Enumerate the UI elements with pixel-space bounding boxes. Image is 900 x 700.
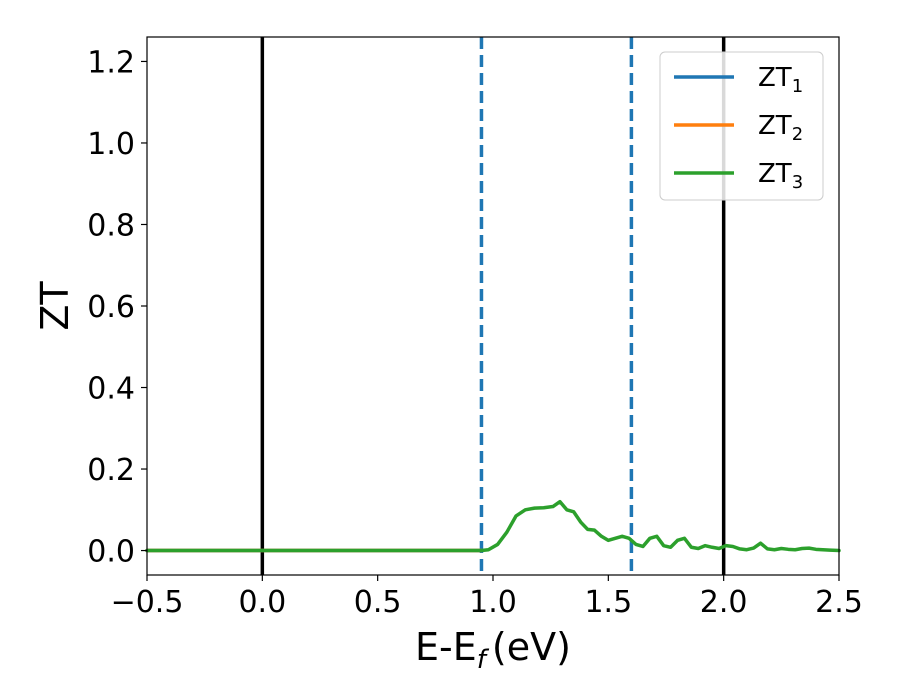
y-tick-label: 0.2 — [87, 453, 135, 488]
x-tick-label: 1.5 — [584, 585, 632, 620]
y-tick-label: 0.4 — [87, 372, 135, 407]
y-tick-label: 0.0 — [87, 535, 135, 570]
series-line-zt3 — [145, 499, 841, 553]
x-tick-label: 2.5 — [815, 585, 863, 620]
x-axis-title: E-Ef (eV) — [415, 625, 571, 675]
legend-label-zt2: ZT2 — [758, 111, 803, 145]
x-tick-label: 1.0 — [469, 585, 517, 620]
x-tick-label: 0.5 — [354, 585, 402, 620]
legend-label-zt1: ZT1 — [758, 63, 803, 97]
x-tick-label: 0.0 — [238, 585, 286, 620]
x-tick-label: 2.0 — [700, 585, 748, 620]
y-tick-label: 1.2 — [87, 45, 135, 80]
y-tick-label: 0.6 — [87, 290, 135, 325]
legend-box — [659, 51, 824, 201]
legend: ZT1 ZT2 ZT3 — [659, 51, 824, 201]
y-tick-label: 0.8 — [87, 208, 135, 243]
y-axis-title: ZT — [33, 281, 77, 331]
x-axis-title-unit: (eV) — [492, 625, 571, 669]
x-tick-label: −0.5 — [111, 585, 184, 620]
x-axis-title-main: E-E — [415, 625, 477, 669]
x-axis-title-sub: f — [477, 645, 490, 675]
legend-label-zt3: ZT3 — [758, 159, 803, 193]
y-tick-label: 1.0 — [87, 127, 135, 162]
